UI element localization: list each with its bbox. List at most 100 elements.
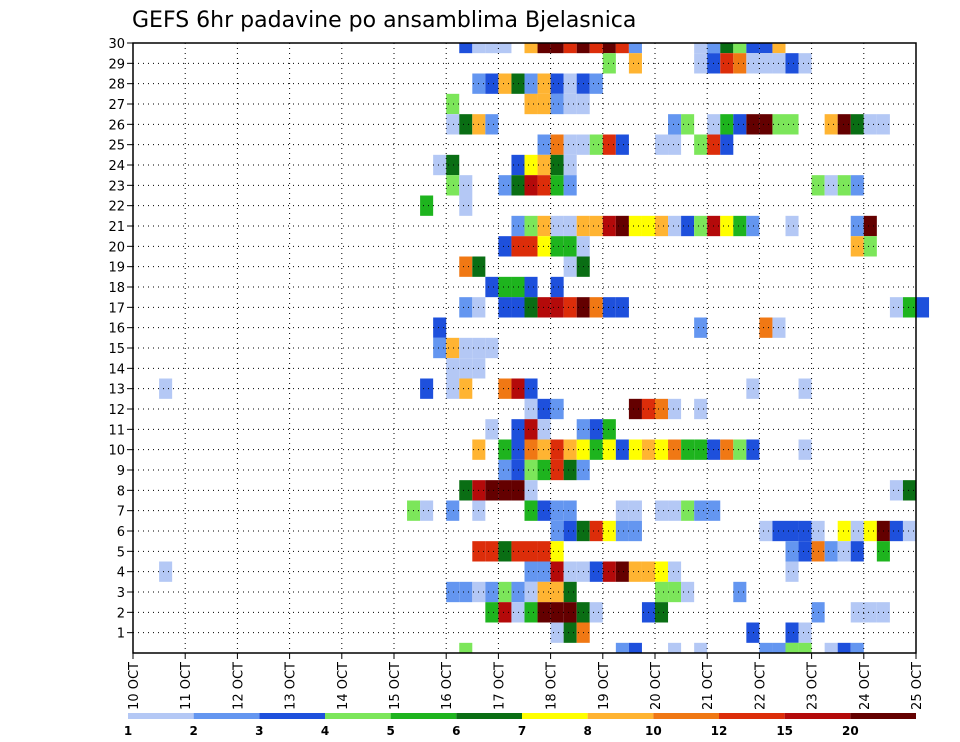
heatmap-cell [863, 114, 877, 135]
heatmap-cell [772, 642, 786, 653]
heatmap-cell [798, 622, 812, 643]
y-tick-label: 27 [108, 98, 125, 113]
heatmap-cell [498, 581, 512, 603]
heatmap-cell [889, 520, 903, 542]
heatmap-cell [785, 114, 799, 135]
legend-label: 5 [386, 724, 394, 738]
heatmap-cell [615, 520, 629, 542]
heatmap-cell [628, 520, 642, 542]
heatmap-cell [433, 154, 447, 176]
legend-label: 3 [255, 724, 263, 738]
y-tick-label: 12 [108, 403, 125, 418]
heatmap-cell [602, 561, 616, 582]
heatmap-cell [459, 256, 473, 277]
heatmap-cell [759, 114, 773, 135]
heatmap-cell [798, 53, 812, 74]
heatmap-cell [615, 43, 629, 54]
y-tick-label: 7 [117, 505, 125, 520]
heatmap-cell [863, 236, 877, 257]
heatmap-cell [628, 53, 642, 74]
heatmap-cell [655, 134, 669, 155]
x-tick-label: 16 OCT [440, 662, 455, 710]
color-legend: 1 2 3 4 5 6 7 8 10 12 15 20 [124, 713, 916, 738]
heatmap-cell [889, 480, 903, 501]
heatmap-cell [615, 642, 629, 653]
heatmap-cell [759, 43, 773, 54]
heatmap-cell [850, 236, 864, 257]
heatmap-cell [537, 419, 551, 440]
heatmap-cell [694, 134, 708, 155]
heatmap-cell [524, 73, 538, 94]
y-tick-label: 16 [108, 322, 125, 337]
legend-color-swatch [128, 713, 194, 719]
heatmap-cell [524, 500, 538, 521]
y-tick-label: 13 [108, 383, 125, 398]
y-tick-label: 25 [108, 139, 125, 154]
legend-color-swatch [390, 713, 457, 719]
heatmap-cell [668, 114, 682, 135]
heatmap-cell [707, 43, 721, 54]
heatmap-cell [824, 642, 838, 653]
heatmap-cell [550, 236, 564, 257]
heatmap-cell [511, 459, 525, 481]
heatmap-cell [459, 358, 473, 379]
heatmap-cell [498, 459, 512, 481]
heatmap-cell [850, 602, 864, 623]
heatmap-cell [485, 73, 499, 94]
heatmap-cell [798, 520, 812, 542]
heatmap-cell [655, 500, 669, 521]
heatmap-cell [511, 602, 525, 623]
heatmap-cell [420, 378, 434, 399]
heatmap-cell [759, 317, 773, 338]
heatmap-cell [720, 114, 734, 135]
heatmap-cells [159, 43, 930, 653]
heatmap-cell [524, 43, 538, 54]
legend-label: 4 [321, 724, 329, 738]
heatmap-cell [563, 154, 577, 176]
heatmap-cell [498, 276, 512, 298]
heatmap-cell [589, 439, 603, 460]
heatmap-cell [628, 500, 642, 521]
heatmap-cell [850, 215, 864, 237]
heatmap-cell [746, 622, 760, 643]
heatmap-cell [850, 520, 864, 542]
x-tick-label: 25 OCT [910, 662, 925, 710]
heatmap-cell [498, 43, 512, 54]
heatmap-cell [511, 297, 525, 318]
heatmap-cell [498, 236, 512, 257]
y-tick-label: 8 [117, 484, 125, 499]
heatmap-cell [537, 43, 551, 54]
heatmap-cell [524, 541, 538, 562]
heatmap-cell [524, 297, 538, 318]
heatmap-cell [485, 337, 499, 359]
heatmap-cell [550, 561, 564, 582]
y-tick-label: 17 [108, 301, 125, 316]
heatmap-cell [589, 561, 603, 582]
heatmap-cell [524, 398, 538, 420]
heatmap-cell [681, 114, 695, 135]
x-tick-label: 10 OCT [127, 662, 142, 710]
heatmap-cell [498, 602, 512, 623]
heatmap-cell [511, 378, 525, 399]
y-tick-label: 14 [108, 362, 125, 377]
heatmap-cell [902, 520, 916, 542]
heatmap-cell [746, 53, 760, 74]
heatmap-cell [524, 378, 538, 399]
heatmap-cell [511, 439, 525, 460]
heatmap-cell [550, 398, 564, 420]
y-tick-label: 1 [117, 627, 125, 642]
heatmap-cell [459, 480, 473, 501]
heatmap-cell [615, 215, 629, 237]
heatmap-cell [733, 215, 747, 237]
heatmap-cell [485, 43, 499, 54]
heatmap-cell [668, 398, 682, 420]
legend-color-swatch [653, 713, 719, 719]
heatmap-cell [498, 541, 512, 562]
heatmap-cell [668, 134, 682, 155]
heatmap-cell [733, 439, 747, 460]
legend-color-swatch [719, 713, 785, 719]
heatmap-cell [550, 622, 564, 643]
heatmap-cell [850, 175, 864, 196]
legend-label: 2 [189, 724, 197, 738]
heatmap-cell [668, 561, 682, 582]
